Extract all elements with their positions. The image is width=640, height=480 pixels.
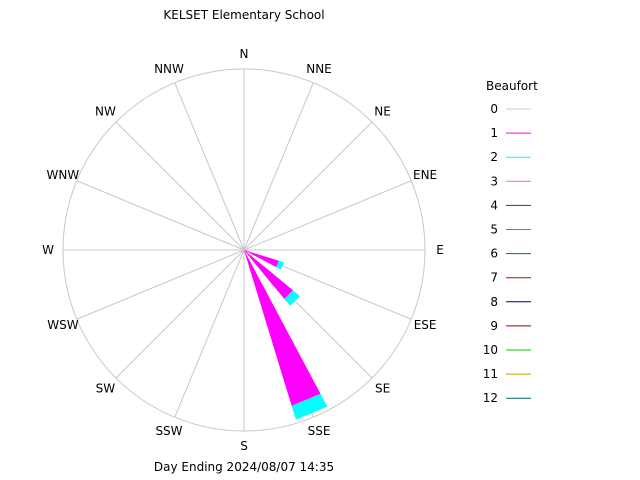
legend-label-1: 1 xyxy=(490,126,498,140)
legend-label-9: 9 xyxy=(490,319,498,333)
direction-label-s: S xyxy=(240,439,248,453)
direction-label-wsw: WSW xyxy=(47,318,78,332)
spoke-ssw xyxy=(174,249,245,418)
direction-label-nne: NNE xyxy=(306,62,332,76)
legend-label-6: 6 xyxy=(490,247,498,261)
direction-label-e: E xyxy=(436,243,444,257)
direction-label-sse: SSE xyxy=(308,424,331,438)
legend-label-0: 0 xyxy=(490,102,498,116)
petal-se-2-beaufort-1 xyxy=(244,250,293,299)
spoke-ene xyxy=(243,180,412,251)
direction-label-ne: NE xyxy=(374,104,391,118)
petal-sse-3-beaufort-2 xyxy=(291,393,328,420)
legend-label-7: 7 xyxy=(490,271,498,285)
legend-label-8: 8 xyxy=(490,295,498,309)
petal-sse-3-beaufort-1 xyxy=(244,250,321,406)
spoke-nnw xyxy=(174,82,245,251)
legend-title: Beaufort xyxy=(486,79,538,93)
chart-footer: Day Ending 2024/08/07 14:35 xyxy=(154,460,334,474)
petal-ese-0-beaufort-2 xyxy=(276,260,284,270)
legend-label-10: 10 xyxy=(483,343,498,357)
direction-label-nw: NW xyxy=(95,104,116,118)
polar-grid xyxy=(62,68,426,432)
petal-ese-0-beaufort-1 xyxy=(244,250,279,267)
petal-se-2-beaufort-2 xyxy=(284,290,300,306)
wind-petals xyxy=(244,250,328,420)
spoke-ne xyxy=(243,121,373,251)
direction-label-n: N xyxy=(240,47,249,61)
direction-label-ene: ENE xyxy=(413,168,437,182)
spoke-sw xyxy=(115,249,245,379)
legend-label-3: 3 xyxy=(490,174,498,188)
legend-label-12: 12 xyxy=(483,391,498,405)
direction-label-sw: SW xyxy=(96,382,116,396)
direction-label-nnw: NNW xyxy=(154,62,184,76)
legend-label-4: 4 xyxy=(490,198,498,212)
spoke-wnw xyxy=(76,180,245,251)
direction-label-wnw: WNW xyxy=(47,168,80,182)
spoke-wsw xyxy=(76,249,245,320)
direction-label-w: W xyxy=(42,243,54,257)
legend-label-5: 5 xyxy=(490,223,498,237)
chart-title: KELSET Elementary School xyxy=(163,8,324,22)
legend-label-11: 11 xyxy=(483,367,498,381)
direction-label-se: SE xyxy=(375,382,390,396)
direction-label-ese: ESE xyxy=(414,318,437,332)
spoke-nne xyxy=(243,82,314,251)
legend-label-2: 2 xyxy=(490,150,498,164)
direction-labels: N NNE NE ENE E ESE SE SSE S SSW SW WSW W WNW NW NNW xyxy=(42,47,444,453)
spoke-nw xyxy=(115,121,245,251)
direction-label-ssw: SSW xyxy=(155,424,182,438)
